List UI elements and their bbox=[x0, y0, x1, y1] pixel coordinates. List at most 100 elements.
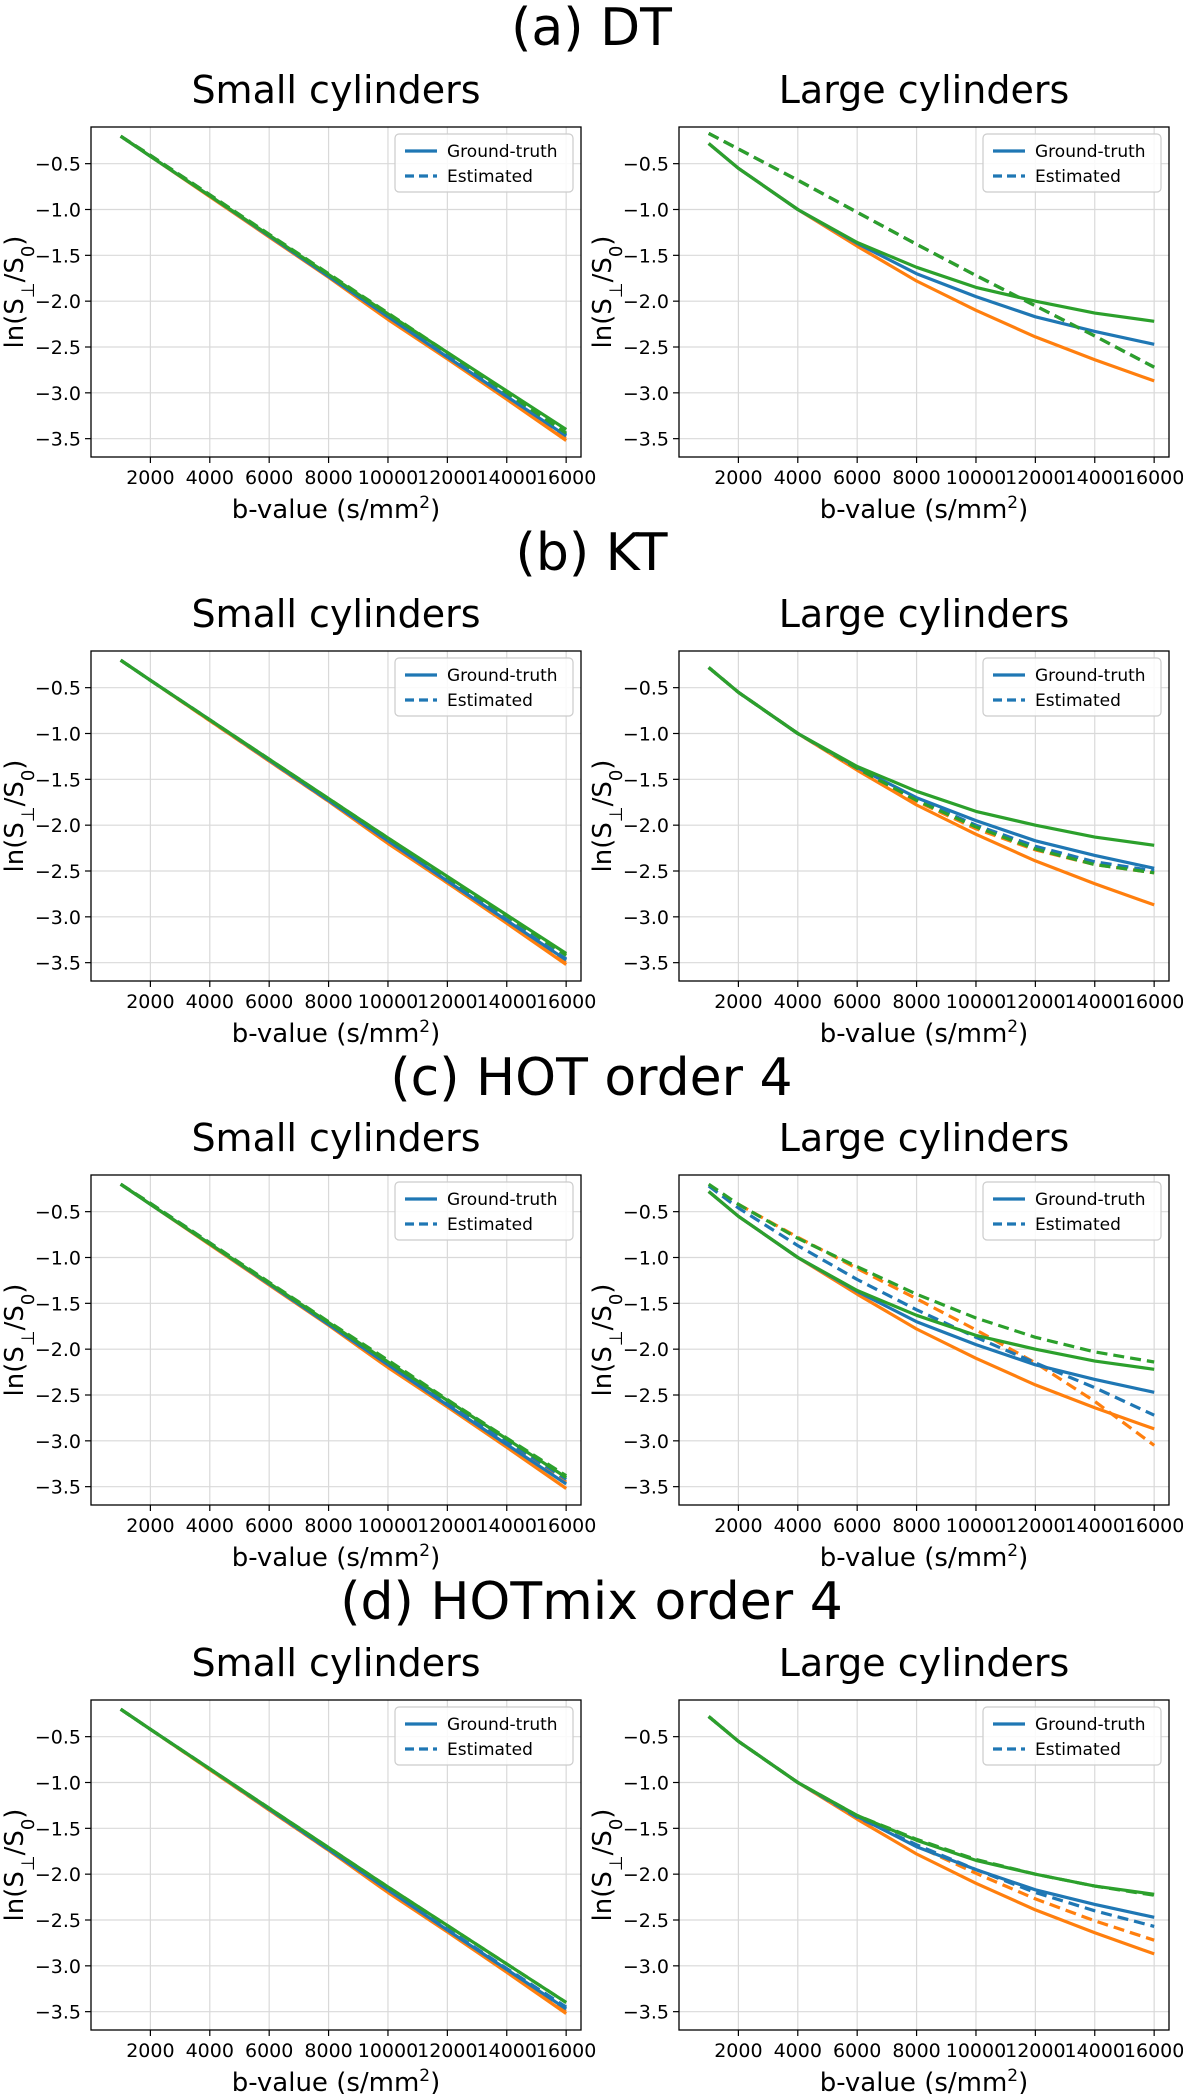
y-tick-label: −0.5 bbox=[623, 1202, 669, 1224]
x-tick-label: 10000 bbox=[946, 991, 1006, 1013]
panel-c_large: Large cylinders 2000 4000 6000 8000 100001200… bbox=[588, 1116, 1183, 1573]
y-tick-label: −2.5 bbox=[35, 1910, 81, 1932]
y-tick-label: −1.0 bbox=[35, 724, 81, 746]
y-tick-label: −1.0 bbox=[35, 1248, 81, 1270]
legend: Ground-truth Estimated bbox=[982, 657, 1162, 717]
series-line-green-estimated bbox=[707, 1182, 1155, 1364]
y-tick-label: −0.5 bbox=[623, 154, 669, 176]
y-tick-label: −1.5 bbox=[35, 769, 81, 791]
y-tick-label: −3.0 bbox=[35, 907, 81, 929]
series-group bbox=[119, 1182, 568, 1490]
y-tick-label: −0.5 bbox=[623, 1727, 669, 1749]
y-tick-label: −2.0 bbox=[35, 815, 81, 837]
x-tick-label: 16000 bbox=[536, 1515, 596, 1537]
axes-frame bbox=[90, 1699, 582, 2031]
axes-frame bbox=[90, 126, 582, 458]
x-tick-label: 8000 bbox=[304, 467, 352, 489]
axes-frame bbox=[678, 1699, 1170, 2031]
legend: Ground-truth Estimated bbox=[394, 1706, 574, 1766]
axes-frame bbox=[678, 126, 1170, 458]
y-tick-label: −2.0 bbox=[623, 1339, 669, 1361]
y-tick-label: −2.5 bbox=[623, 337, 669, 359]
legend-box bbox=[394, 657, 574, 717]
x-axis-label: b-value (s/mm2) bbox=[820, 2066, 1029, 2094]
y-tick-label: −2.5 bbox=[623, 1385, 669, 1407]
axes-frame bbox=[678, 650, 1170, 982]
legend: Ground-truth Estimated bbox=[982, 1181, 1162, 1241]
y-tick-label: −3.0 bbox=[623, 1956, 669, 1978]
x-tick-label: 8000 bbox=[892, 467, 940, 489]
series-group bbox=[707, 131, 1155, 383]
axes-frame bbox=[678, 1174, 1170, 1506]
y-tick-label: −3.5 bbox=[35, 2002, 81, 2024]
y-tick-label: −1.5 bbox=[35, 245, 81, 267]
y-axis-label: ln(S⊥/S0) bbox=[0, 760, 39, 873]
panel-title: Small cylinders bbox=[191, 592, 480, 636]
y-tick-label: −0.5 bbox=[35, 678, 81, 700]
legend: Ground-truth Estimated bbox=[394, 657, 574, 717]
legend-label-estimated: Estimated bbox=[1035, 167, 1121, 187]
x-axis-label: b-value (s/mm2) bbox=[820, 493, 1029, 525]
legend-label-ground-truth: Ground-truth bbox=[447, 666, 558, 686]
x-axis-label: b-value (s/mm2) bbox=[820, 1541, 1029, 1573]
y-tick-label: −1.5 bbox=[623, 1818, 669, 1840]
y-tick-label: −1.0 bbox=[623, 1248, 669, 1270]
y-tick-label: −0.5 bbox=[35, 154, 81, 176]
panel-title: Small cylinders bbox=[191, 68, 480, 112]
y-tick-label: −1.0 bbox=[623, 200, 669, 222]
x-tick-label: 16000 bbox=[1124, 991, 1183, 1013]
y-tick-label: −2.0 bbox=[623, 291, 669, 313]
panel-title: Large cylinders bbox=[779, 68, 1070, 112]
x-tick-label: 4000 bbox=[186, 1515, 234, 1537]
x-tick-label: 2000 bbox=[714, 991, 762, 1013]
legend: Ground-truth Estimated bbox=[982, 1706, 1162, 1766]
x-tick-label: 14000 bbox=[477, 1515, 537, 1537]
y-axis-label: ln(S⊥/S0) bbox=[588, 236, 627, 349]
x-tick-label: 2000 bbox=[126, 2040, 174, 2062]
legend-box bbox=[394, 1181, 574, 1241]
x-tick-label: 4000 bbox=[186, 2040, 234, 2062]
x-tick-label: 8000 bbox=[892, 991, 940, 1013]
y-tick-label: −1.5 bbox=[35, 1818, 81, 1840]
y-tick-label: −2.5 bbox=[35, 1385, 81, 1407]
x-tick-label: 10000 bbox=[946, 467, 1006, 489]
legend-label-estimated: Estimated bbox=[1035, 691, 1121, 711]
x-tick-label: 8000 bbox=[892, 2040, 940, 2062]
y-tick-label: −1.5 bbox=[623, 245, 669, 267]
y-axis-label: ln(S⊥/S0) bbox=[0, 236, 39, 349]
panel-c_small: Small cylinders 2000 4000 6000 8000 100001200… bbox=[0, 1116, 596, 1573]
y-tick-label: −3.5 bbox=[35, 429, 81, 451]
y-tick-label: −3.5 bbox=[623, 1477, 669, 1499]
legend: Ground-truth Estimated bbox=[394, 1181, 574, 1241]
y-tick-label: −3.0 bbox=[623, 907, 669, 929]
series-line-green-ground-truth bbox=[707, 666, 1155, 847]
panel-a_large: Large cylinders 2000 4000 6000 8000 100001200… bbox=[588, 68, 1183, 525]
panel-title: Large cylinders bbox=[779, 592, 1070, 636]
y-tick-label: −1.0 bbox=[35, 1773, 81, 1795]
panel-b_small: Small cylinders 2000 4000 6000 8000 100001200… bbox=[0, 592, 596, 1049]
legend-label-estimated: Estimated bbox=[447, 167, 533, 187]
series-group bbox=[119, 658, 568, 966]
legend-label-estimated: Estimated bbox=[447, 1215, 533, 1235]
series-line-green-estimated bbox=[707, 131, 1155, 369]
y-tick-label: −1.5 bbox=[35, 1293, 81, 1315]
x-tick-label: 2000 bbox=[126, 1515, 174, 1537]
legend-box bbox=[982, 657, 1162, 717]
x-tick-label: 10000 bbox=[946, 2040, 1006, 2062]
legend-label-ground-truth: Ground-truth bbox=[1035, 1190, 1146, 1210]
x-tick-label: 14000 bbox=[477, 467, 537, 489]
series-line-green-ground-truth bbox=[707, 142, 1155, 323]
legend-box bbox=[394, 133, 574, 193]
y-axis-label: ln(S⊥/S0) bbox=[588, 1809, 627, 1922]
panel-title: Large cylinders bbox=[779, 1641, 1070, 1685]
x-tick-label: 10000 bbox=[358, 2040, 418, 2062]
x-tick-label: 10000 bbox=[358, 991, 418, 1013]
x-tick-label: 6000 bbox=[833, 1515, 881, 1537]
y-tick-label: −0.5 bbox=[35, 1727, 81, 1749]
y-tick-label: −3.5 bbox=[35, 953, 81, 975]
x-tick-label: 6000 bbox=[245, 2040, 293, 2062]
y-tick-label: −1.5 bbox=[623, 769, 669, 791]
section-title-b: (b) KT bbox=[515, 523, 668, 583]
y-tick-label: −2.5 bbox=[35, 861, 81, 883]
x-tick-label: 12000 bbox=[1005, 1515, 1065, 1537]
